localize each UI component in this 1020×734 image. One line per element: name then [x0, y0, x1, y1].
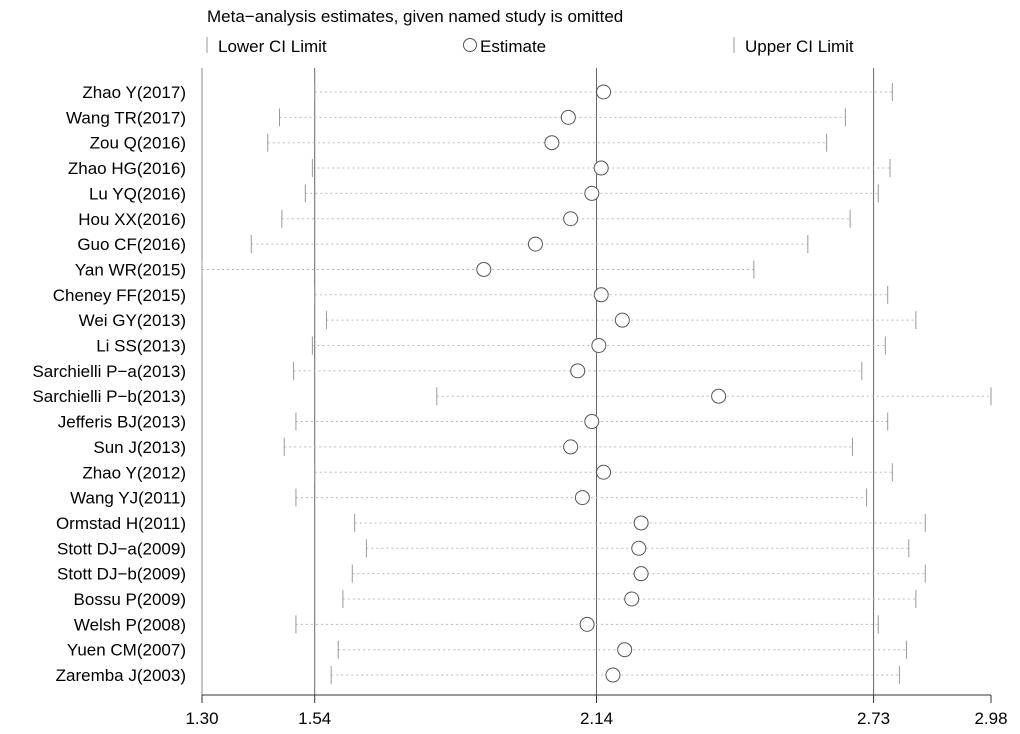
estimate-marker — [584, 185, 600, 201]
estimate-marker — [584, 414, 600, 430]
estimate-marker — [593, 160, 609, 176]
estimate-marker — [593, 287, 609, 303]
study-label: Sun J(2013) — [93, 438, 186, 457]
estimate-marker — [476, 261, 492, 277]
study-label: Bossu P(2009) — [74, 590, 186, 609]
study-label: Guo CF(2016) — [77, 235, 186, 254]
study-label: Ormstad H(2011) — [56, 514, 186, 533]
study-label: Zou Q(2016) — [90, 134, 186, 153]
estimate-marker — [563, 211, 579, 227]
chart-title: Meta−analysis estimates, given named stu… — [207, 7, 623, 26]
estimate-marker — [711, 388, 727, 404]
plot-area: 1.30 1.54 2.14 2.73 2.98 Zhao Y(2017) Wang TR(… — [32, 68, 1008, 728]
estimate-marker — [631, 540, 647, 556]
study-label: Wang TR(2017) — [66, 108, 186, 127]
x-axis-tick-label: 2.98 — [974, 709, 1007, 728]
estimate-marker — [560, 109, 576, 125]
estimate-marker — [579, 616, 595, 632]
estimate-marker — [544, 135, 560, 151]
x-axis-tick-label: 1.54 — [298, 709, 331, 728]
estimate-marker — [605, 667, 621, 683]
estimate-marker — [570, 363, 586, 379]
x-axis-tick-label: 1.30 — [185, 709, 218, 728]
estimate-marker — [633, 566, 649, 582]
study-label: Welsh P(2008) — [74, 615, 186, 634]
study-label: Yuen CM(2007) — [67, 641, 186, 660]
estimate-marker — [617, 642, 633, 658]
legend-lower-ci-label: Lower CI Limit — [218, 37, 327, 56]
estimate-marker — [633, 515, 649, 531]
study-label: Wei GY(2013) — [79, 311, 186, 330]
estimate-marker — [574, 490, 590, 506]
estimate-marker — [563, 439, 579, 455]
estimate-marker — [591, 338, 607, 353]
legend-estimate-marker — [463, 38, 477, 52]
study-label: Zhao HG(2016) — [68, 159, 186, 178]
estimate-marker — [624, 591, 640, 607]
estimate-marker — [596, 464, 612, 480]
study-label: Zhao Y(2017) — [82, 83, 186, 102]
legend-upper-ci-label: Upper CI Limit — [745, 37, 854, 56]
estimate-marker — [614, 312, 630, 328]
x-axis-tick-label: 2.73 — [857, 709, 890, 728]
study-label: Lu YQ(2016) — [89, 184, 186, 203]
study-label: Wang YJ(2011) — [70, 489, 186, 508]
x-axis-tick-label: 2.14 — [580, 709, 613, 728]
legend-estimate-label: Estimate — [480, 37, 546, 56]
study-label: Cheney FF(2015) — [53, 286, 186, 305]
study-label: Jefferis BJ(2013) — [58, 413, 186, 432]
study-label: Zaremba J(2003) — [56, 666, 186, 685]
study-label: Stott DJ−a(2009) — [57, 539, 186, 558]
study-label: Yan WR(2015) — [75, 260, 186, 279]
study-label: Hou XX(2016) — [78, 210, 186, 229]
estimate-marker — [527, 236, 543, 252]
study-label: Sarchielli P−a(2013) — [32, 362, 186, 381]
chart-header: Meta−analysis estimates, given named stu… — [206, 7, 854, 56]
study-label: Li SS(2013) — [96, 337, 186, 356]
study-label: Sarchielli P−b(2013) — [32, 387, 186, 406]
estimate-marker — [596, 84, 612, 100]
study-label: Stott DJ−b(2009) — [57, 565, 186, 584]
study-label: Zhao Y(2012) — [82, 463, 186, 482]
